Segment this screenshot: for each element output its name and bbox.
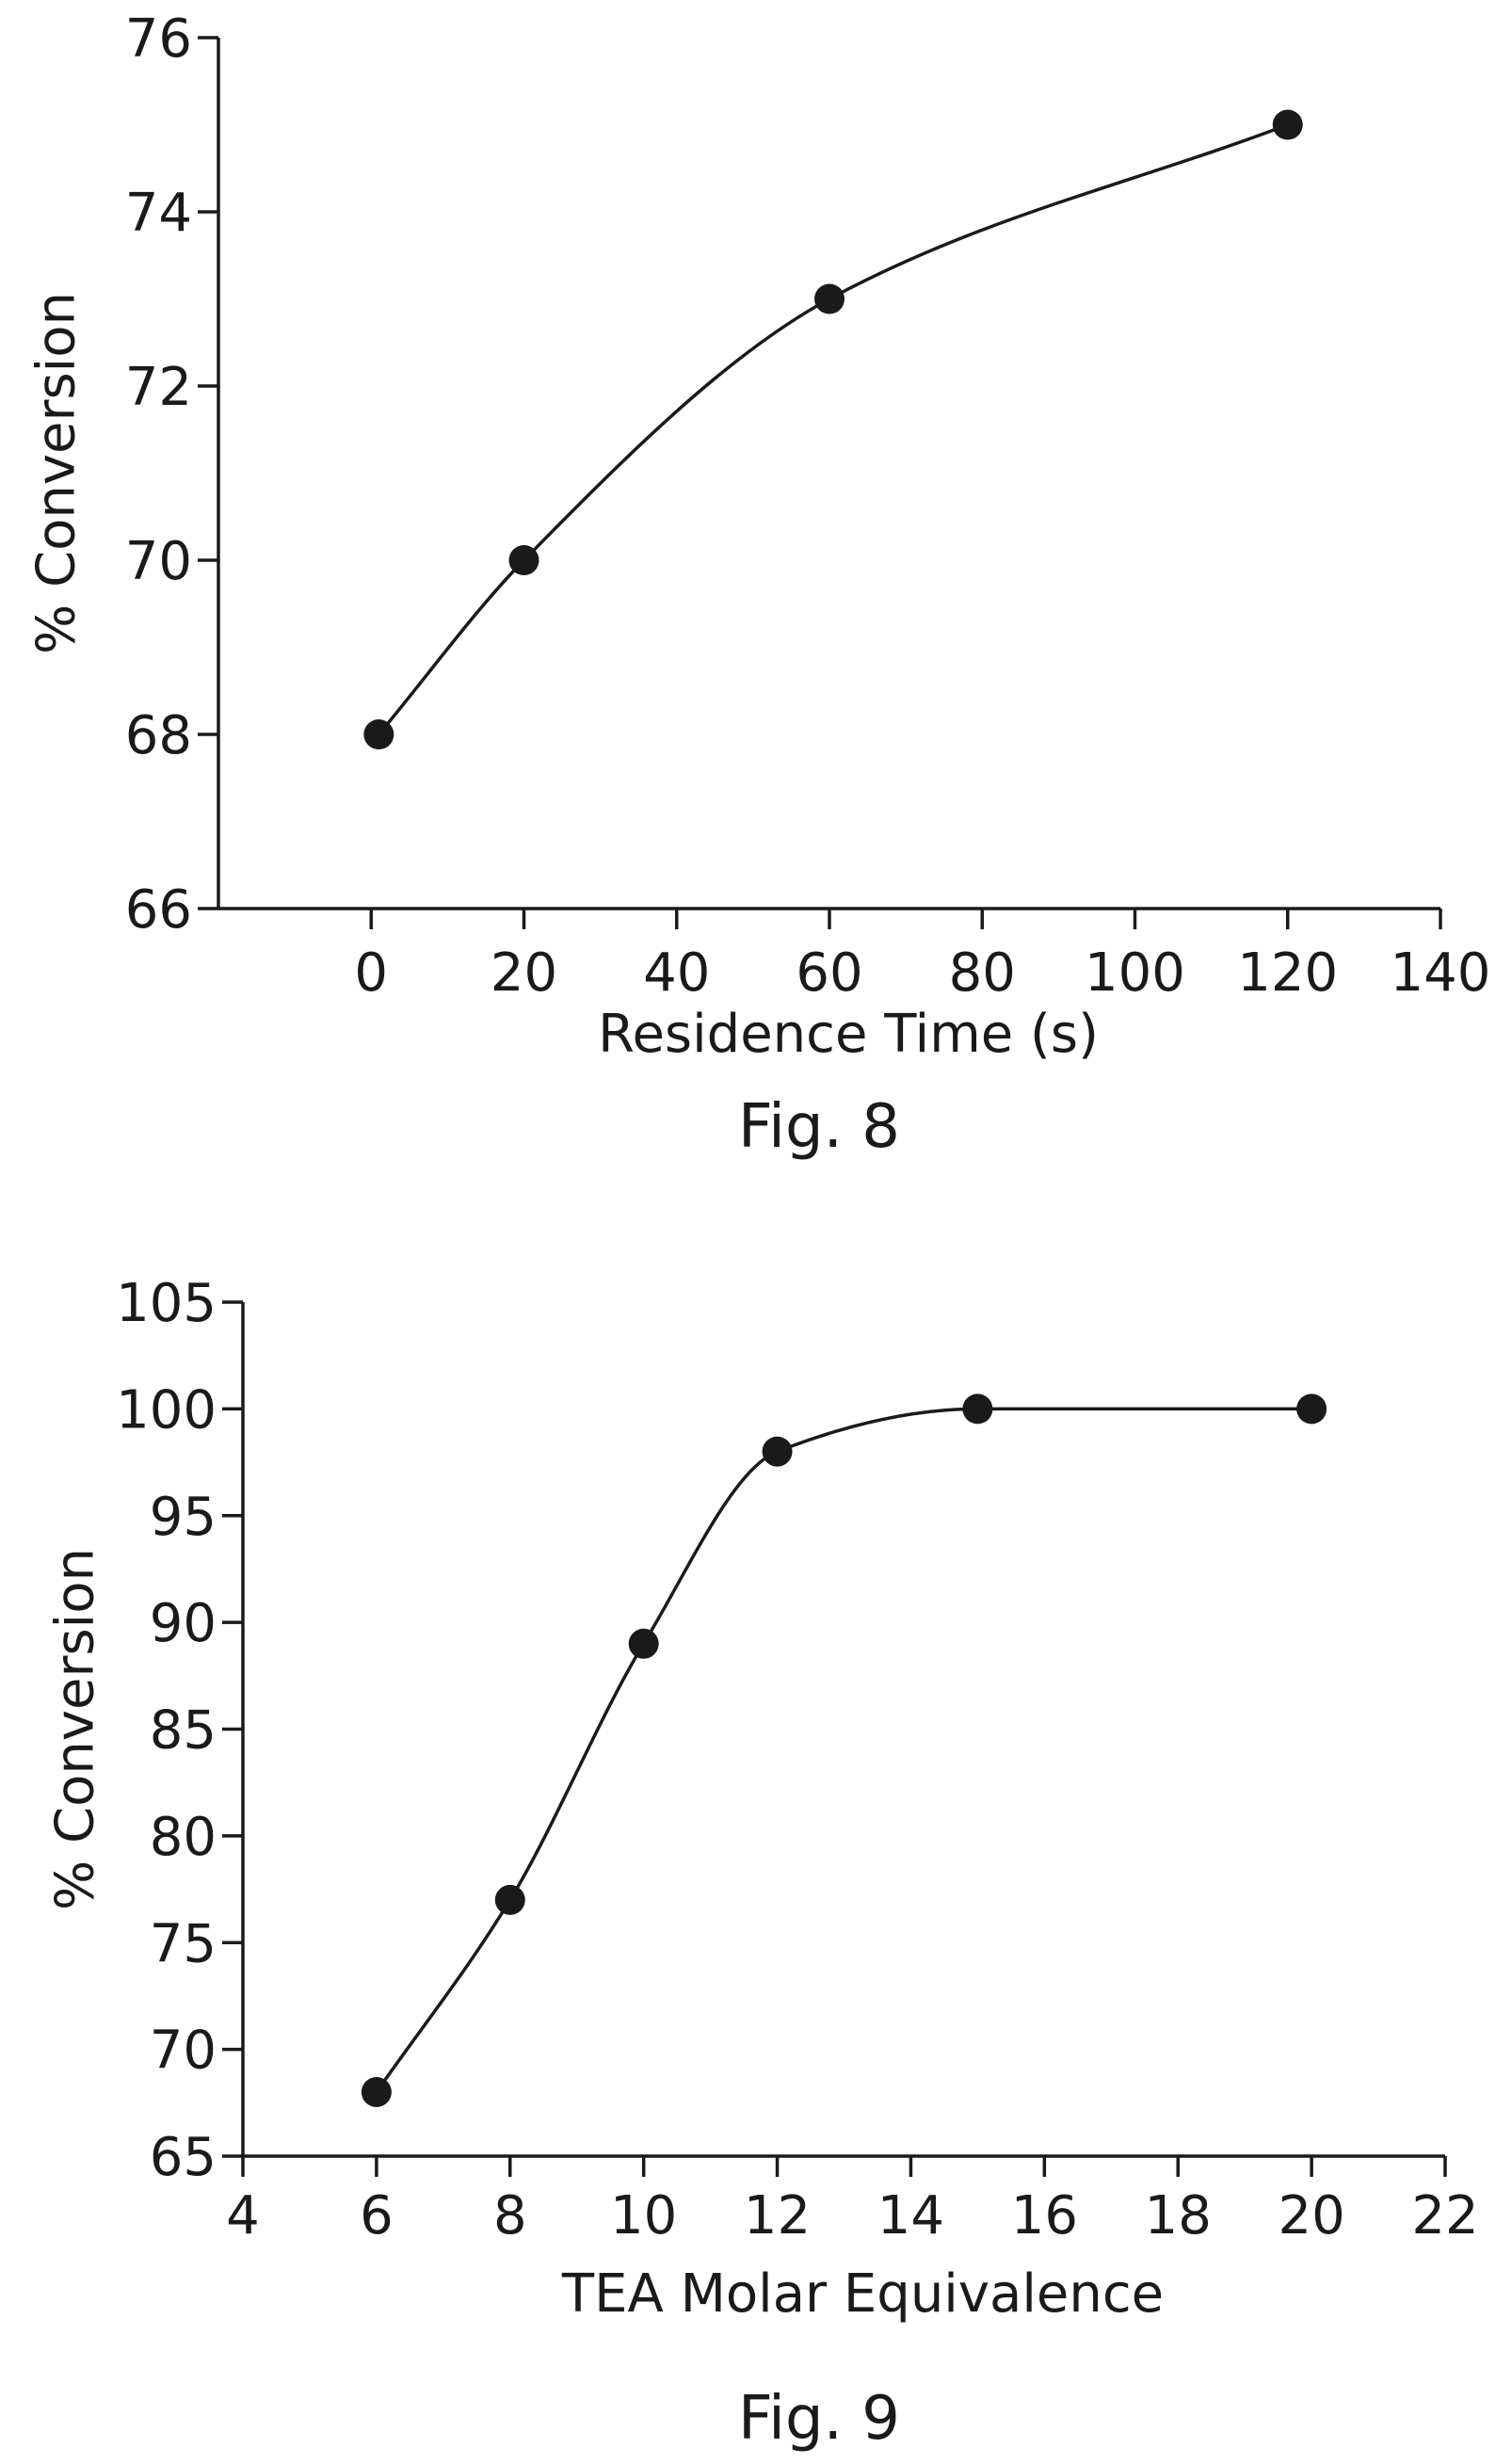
data-point: [494, 1884, 525, 1915]
y-tick-label: 70: [125, 531, 192, 592]
x-tick-label: 20: [1278, 2185, 1344, 2247]
y-tick-label: 100: [116, 1379, 217, 1441]
x-tick-label: 6: [360, 2185, 394, 2247]
y-tick-label: 65: [150, 2127, 217, 2188]
y-tick-label: 66: [125, 879, 192, 941]
x-tick-label: 60: [796, 942, 862, 1004]
y-tick-label: 70: [150, 2021, 217, 2082]
x-tick-label: 80: [949, 942, 1016, 1004]
series-line: [378, 122, 1289, 736]
data-point: [508, 545, 539, 575]
data-point: [762, 1436, 793, 1467]
y-tick-label: 95: [150, 1487, 217, 1548]
y-tick-label: 74: [125, 183, 192, 244]
figure-caption: Fig. 9: [738, 2384, 900, 2454]
x-tick-label: 4: [226, 2185, 260, 2247]
figure-caption: Fig. 8: [738, 1092, 900, 1162]
chart-fig-8: 66 68 70 72 74 76 0 20 40 60 80 100 120 140 Residence …: [26, 8, 1491, 1162]
data-point: [814, 283, 844, 314]
y-tick-label: 105: [116, 1273, 217, 1334]
data-point: [1272, 109, 1303, 140]
y-tick-label: 90: [150, 1593, 217, 1654]
x-tick-label: 20: [491, 942, 557, 1004]
series-line: [375, 1407, 1312, 2093]
x-tick-label: 100: [1085, 942, 1185, 1004]
x-axis-title: Residence Time (s): [598, 1004, 1099, 1065]
y-tick-label: 85: [150, 1700, 217, 1762]
x-tick-label: 22: [1411, 2185, 1478, 2247]
x-axis-title: TEA Molar Equivalence: [561, 2263, 1164, 2325]
x-tick-label: 10: [610, 2185, 677, 2247]
y-tick-label: 80: [150, 1807, 217, 1868]
y-axis-title: % Conversion: [26, 292, 88, 654]
x-tick-label: 40: [643, 942, 710, 1004]
chart-fig-9: 65 70 75 80 85 90 95 100 105 4 6 8 10 12 14 16 18 20 22 TEA…: [45, 1273, 1479, 2454]
data-point: [363, 719, 394, 749]
data-point: [361, 2076, 392, 2107]
x-tick-label: 14: [877, 2185, 944, 2247]
x-tick-label: 120: [1237, 942, 1338, 1004]
x-tick-label: 18: [1145, 2185, 1212, 2247]
x-tick-label: 16: [1011, 2185, 1078, 2247]
data-point: [1296, 1393, 1327, 1425]
x-tick-label: 8: [493, 2185, 527, 2247]
x-tick-label: 140: [1391, 942, 1491, 1004]
data-point: [628, 1628, 659, 1659]
y-tick-label: 76: [125, 8, 192, 70]
y-tick-label: 72: [125, 357, 192, 418]
y-tick-label: 68: [125, 705, 192, 766]
data-point: [962, 1393, 993, 1425]
x-tick-label: 0: [354, 942, 388, 1004]
y-tick-label: 75: [150, 1913, 217, 1974]
x-tick-label: 12: [744, 2185, 811, 2247]
y-axis-title: % Conversion: [45, 1548, 106, 1910]
